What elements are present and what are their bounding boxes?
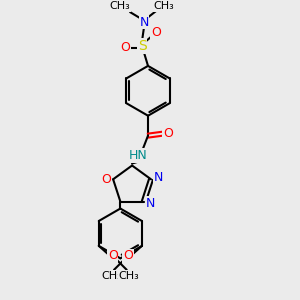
Text: O: O (108, 249, 118, 262)
Text: CH₃: CH₃ (154, 1, 174, 11)
Text: N: N (139, 16, 149, 28)
Text: O: O (163, 127, 173, 140)
Text: S: S (138, 39, 146, 53)
Text: CH₃: CH₃ (110, 1, 130, 11)
Text: O: O (101, 173, 111, 186)
Text: CH₃: CH₃ (102, 271, 122, 281)
Text: N: N (153, 171, 163, 184)
Text: O: O (123, 249, 133, 262)
Text: O: O (120, 41, 130, 55)
Text: N: N (146, 197, 155, 210)
Text: CH₃: CH₃ (118, 271, 139, 281)
Text: HN: HN (129, 149, 147, 162)
Text: O: O (151, 26, 161, 38)
